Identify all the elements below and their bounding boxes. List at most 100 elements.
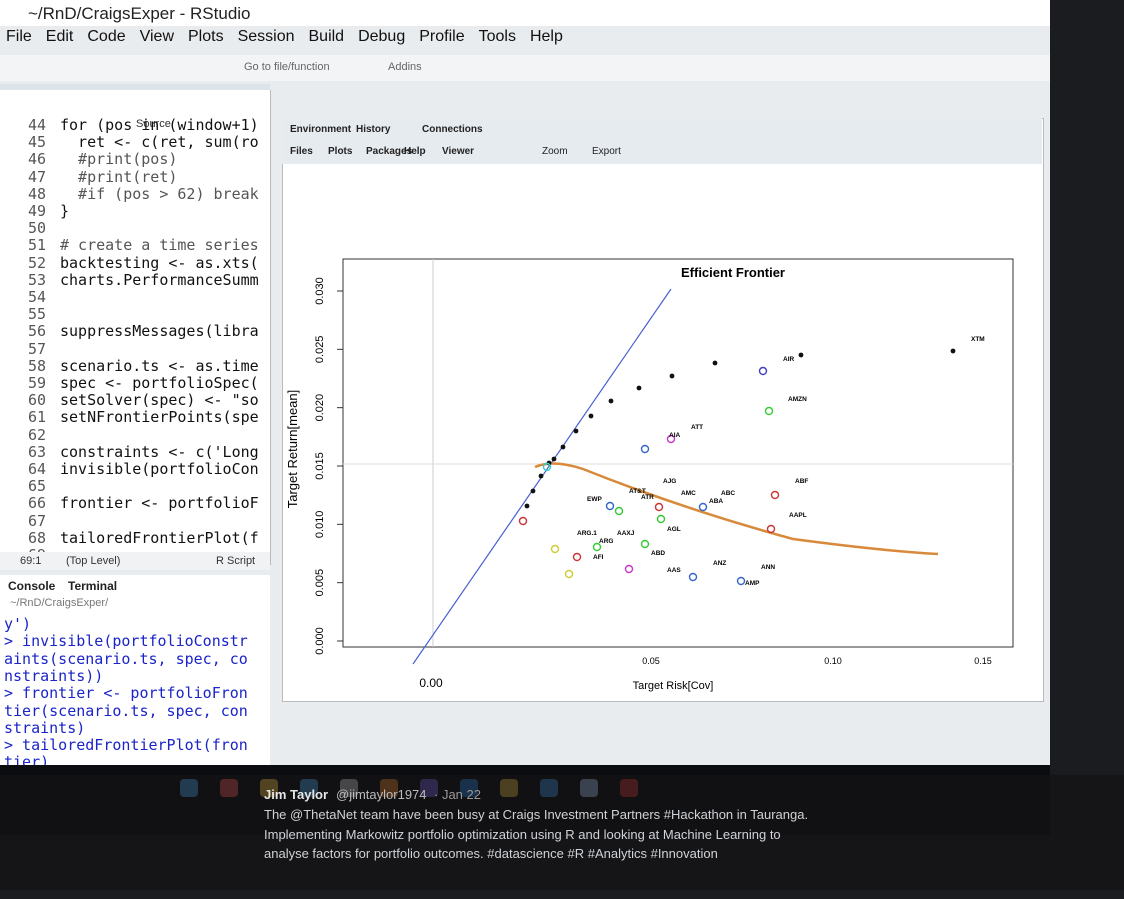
asset-point <box>766 524 776 534</box>
addins-button[interactable]: Addins <box>388 61 422 73</box>
line-number: 68 <box>27 528 46 547</box>
file-type[interactable]: R Script <box>216 555 256 567</box>
line-number: 46 <box>27 150 46 169</box>
asset-label: AAPL <box>789 512 807 519</box>
menu-item[interactable]: Plots <box>188 28 224 45</box>
console-line: > frontier <- portfolioFron <box>4 684 248 703</box>
asset-point <box>614 506 624 516</box>
y-tick-label: 0.020 <box>314 394 326 422</box>
terminal-tab[interactable]: Terminal <box>68 579 118 593</box>
pane-tab[interactable]: Packages <box>366 146 413 157</box>
line-number: 59 <box>27 374 46 392</box>
code-line: backtesting <- as.xts( <box>60 253 259 272</box>
code-line: ret <- c(ret, sum(ro <box>60 133 259 152</box>
pane-tab[interactable]: Viewer <box>442 146 475 157</box>
tweet-overlay: Jim Taylor @jimtaylor1974 · Jan 22 The @… <box>0 775 1124 890</box>
export-button[interactable]: Export <box>592 146 621 157</box>
code-line: } <box>60 202 70 220</box>
code-line: scenario.ts <- as.time <box>60 356 259 375</box>
asset-point <box>550 544 560 554</box>
console-line: straints) <box>4 718 86 737</box>
menu-item[interactable]: Edit <box>45 28 74 45</box>
asset-point <box>764 406 774 416</box>
pane-tab[interactable]: History <box>356 124 391 135</box>
code-line: setSolver(spec) <- "so <box>60 391 259 410</box>
console-line: y') <box>4 615 32 633</box>
y-tick-label: 0.030 <box>314 277 326 305</box>
frontier-point <box>669 373 675 379</box>
y-tick-label: 0.025 <box>314 336 326 364</box>
code-line: spec <- portfolioSpec( <box>60 374 259 392</box>
asset-label: ANN <box>761 564 775 571</box>
menu-item[interactable]: Session <box>237 28 295 45</box>
line-number: 47 <box>27 167 46 186</box>
asset-label: AFI <box>593 554 604 561</box>
frontier-point <box>588 413 594 419</box>
menu-item[interactable]: Code <box>87 28 126 45</box>
console: Console Terminal ~/RnD/CraigsExper/ y') >… <box>0 575 270 790</box>
asset-point <box>698 502 708 512</box>
code-line: #print(pos) <box>60 150 178 169</box>
asset-label: AJG <box>663 478 676 485</box>
asset-label: AMP <box>745 580 760 587</box>
line-number: 61 <box>27 408 46 427</box>
menu-item[interactable]: Build <box>308 28 345 45</box>
pane-tab[interactable]: Plots <box>328 146 353 157</box>
code-line: invisible(portfolioCon <box>60 460 259 478</box>
toolbar: Go to file/function Addins <box>0 55 1050 81</box>
menu-bar: File Edit Code View Plots Session Build Debug Pr… <box>0 28 1050 52</box>
line-number: 49 <box>27 202 46 220</box>
code-line: frontier <- portfolioF <box>60 494 259 513</box>
menu-item[interactable]: Tools <box>478 28 516 45</box>
frontier-point <box>530 488 536 494</box>
x-tick-label: 0.05 <box>642 656 660 666</box>
menu-item[interactable]: View <box>139 28 174 45</box>
menu-item[interactable]: File <box>6 28 32 45</box>
code-line: #print(ret) <box>60 167 178 186</box>
asset-label: EWP <box>587 496 602 503</box>
pane-header: Environment History Connections Files Plots P… <box>282 118 1042 164</box>
asset-label: AAXJ <box>617 530 635 537</box>
pane-tab[interactable]: Help <box>404 146 426 157</box>
x-tick-label: 0.10 <box>824 656 842 666</box>
pane-tab[interactable]: Connections <box>422 124 483 135</box>
asset-point <box>640 539 650 549</box>
frontier-point <box>524 503 530 509</box>
line-number: 57 <box>27 339 46 358</box>
plots-pane: Efficient Frontier Target Risk[Cov] Targ… <box>282 118 1044 702</box>
code-line: # create a time series <box>60 236 259 255</box>
line-number: 62 <box>27 425 46 444</box>
line-number: 65 <box>27 477 46 496</box>
menu-item[interactable]: Profile <box>419 28 465 45</box>
asset-point <box>688 572 698 582</box>
pane-tab[interactable]: Files <box>290 146 313 157</box>
zoom-button[interactable]: Zoom <box>542 146 568 157</box>
frontier-point <box>551 456 557 462</box>
frontier-point <box>608 398 614 404</box>
asset-point <box>640 444 650 454</box>
menu-item[interactable]: Help <box>529 28 563 45</box>
frontier-point <box>950 348 956 354</box>
frontier-point <box>798 352 804 358</box>
asset-label: AT&T <box>629 488 646 495</box>
line-number: 58 <box>27 356 46 375</box>
source-button[interactable]: Source <box>136 118 171 130</box>
frontier-point <box>538 473 544 479</box>
frontier-point <box>636 385 642 391</box>
asset-label: ATR <box>641 494 654 501</box>
menu-item[interactable]: Debug <box>358 28 406 45</box>
asset-point <box>542 462 552 472</box>
tweet-date: · Jan 22 <box>434 787 481 802</box>
x-tick-label: 0.00 <box>419 676 443 690</box>
author-handle[interactable]: @jimtaylor1974 <box>336 787 427 802</box>
author-name[interactable]: Jim Taylor <box>264 787 329 802</box>
frontier-point <box>712 360 718 366</box>
pane-tab[interactable]: Environment <box>290 124 352 135</box>
console-tab[interactable]: Console <box>8 579 56 593</box>
goto-field[interactable]: Go to file/function <box>244 61 330 73</box>
asset-label: AGL <box>667 526 681 533</box>
asset-label: ABF <box>795 478 808 485</box>
y-tick-label: 0.000 <box>314 627 326 655</box>
plot-title: Efficient Frontier <box>681 265 785 280</box>
